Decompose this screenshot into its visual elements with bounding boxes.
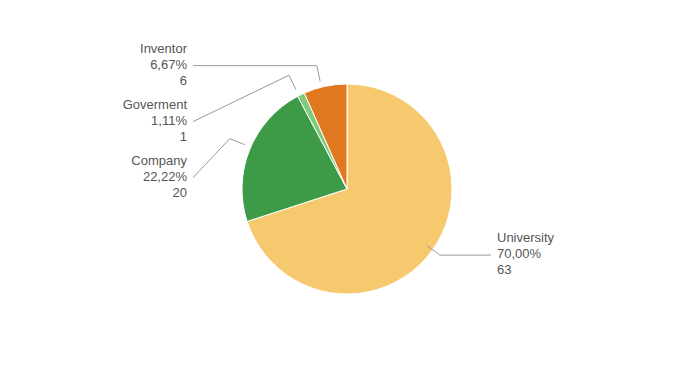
svg-text:University70,00%63: University70,00%63 [497, 231, 555, 278]
svg-text:Company22,22%20: Company22,22%20 [131, 153, 187, 200]
svg-text:Inventor6,67%6: Inventor6,67%6 [140, 41, 188, 88]
svg-text:Goverment1,11%1: Goverment1,11%1 [123, 97, 188, 144]
